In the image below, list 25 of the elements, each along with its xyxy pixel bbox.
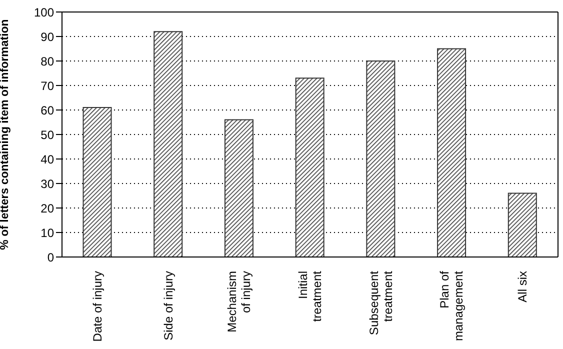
y-tick-label: 0 xyxy=(47,250,54,264)
y-tick-label: 100 xyxy=(34,5,54,20)
bar xyxy=(366,60,396,257)
y-tick-label: 30 xyxy=(40,176,54,191)
y-tick-label: 50 xyxy=(40,128,54,142)
y-tick-label: 60 xyxy=(40,103,54,118)
bar xyxy=(508,192,537,257)
y-tick-label: 80 xyxy=(40,54,54,68)
bar xyxy=(437,48,466,257)
x-tick-label: Date of injury xyxy=(90,271,104,342)
y-axis-title: % of letters containing item of information xyxy=(0,19,12,250)
x-tick-label: Mechanism of injury xyxy=(225,271,254,332)
y-tick-label: 20 xyxy=(40,201,54,216)
bar xyxy=(82,107,112,257)
bar xyxy=(224,119,254,257)
y-tick-label: 90 xyxy=(40,30,54,44)
bar xyxy=(295,78,324,257)
y-tick-label: 10 xyxy=(40,226,54,240)
y-tick-label: 70 xyxy=(40,78,54,93)
x-tick-label: All six xyxy=(516,271,530,302)
x-tick-label: Side of injury xyxy=(161,271,176,340)
bar xyxy=(154,31,183,257)
x-tick-label: Subsequent treatment xyxy=(366,270,395,336)
y-tick-label: 40 xyxy=(40,152,54,166)
x-tick-label: Initial treatment xyxy=(296,270,324,322)
